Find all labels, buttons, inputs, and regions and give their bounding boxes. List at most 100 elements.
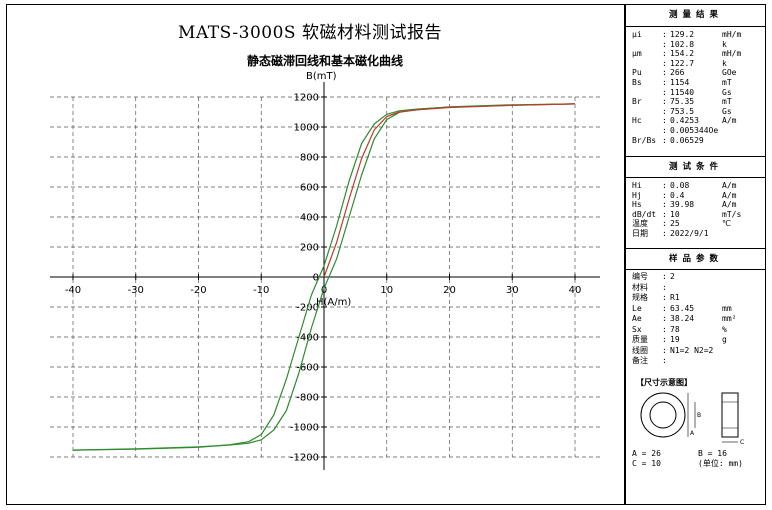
conditions-header: 测试条件 [668, 162, 723, 172]
result-label: Pu [632, 68, 642, 78]
sample-row: Ae:38.24 mm² [626, 314, 766, 325]
result-row: Pu:266 GOe [626, 68, 766, 78]
separator-colon: : [662, 77, 667, 87]
condition-row: Hs:39.98 A/m [626, 200, 766, 210]
result-value: 0.06529 [670, 135, 704, 145]
results-table: μi:129.2 mH/m:102.8 k μm:154.2 mH/m:122.7 k Pu… [626, 30, 766, 145]
result-label: Bs [632, 77, 642, 87]
condition-value: 25 [670, 219, 680, 229]
separator-colon: : [662, 303, 667, 313]
divider-line [626, 248, 766, 249]
result-value: 11540 [670, 87, 695, 97]
condition-row: dB/dt:10 mT/s [626, 210, 766, 220]
x-tick-label: 10 [380, 285, 393, 296]
separator-colon: : [662, 125, 667, 135]
report-frame [6, 4, 766, 505]
condition-row: 温度:25 ℃ [626, 219, 766, 229]
condition-label: 日期 [632, 228, 648, 238]
y-tick-label: -600 [296, 363, 319, 374]
result-row: Hc:0.4253 A/m [626, 116, 766, 126]
core-inner-circle [649, 401, 677, 429]
divider-line [626, 26, 766, 27]
separator-colon: : [662, 228, 667, 238]
x-axis-label: H(A/m) [316, 297, 351, 308]
result-value: 122.7 [670, 58, 695, 68]
sample-unit: mm [722, 303, 732, 313]
y-tick-label: 800 [300, 153, 319, 164]
result-label: Br/Bs [632, 135, 657, 145]
separator-colon: : [662, 324, 667, 334]
result-unit: k [722, 39, 727, 49]
panel-divider [624, 4, 626, 505]
condition-label: Hi [632, 181, 642, 190]
x-tick-label: 40 [569, 285, 582, 296]
condition-unit [722, 229, 762, 239]
result-row: :753.5 Gs [626, 107, 766, 117]
dimension-values: A = 26 B = 16 C = 10 (单位: mm) [628, 449, 764, 468]
condition-row: Hj:0.4 A/m [626, 191, 766, 201]
result-row: Br/Bs:0.06529 [626, 136, 766, 146]
sample-label: 编号 [632, 272, 648, 281]
sample-unit: mm² [722, 314, 737, 323]
sample-label: 材料 [632, 282, 648, 292]
x-tick-label: -20 [190, 285, 206, 296]
sample-label: Le [632, 303, 642, 313]
sample-unit: % [722, 324, 727, 334]
x-tick-label: -10 [253, 285, 269, 296]
condition-label: Hs [632, 200, 642, 210]
separator-colon: : [662, 181, 667, 190]
dimension-label-a: A [690, 430, 695, 437]
sample-value: 78 [670, 324, 680, 334]
y-tick-label: 1200 [294, 93, 319, 104]
dim-b-value: B = 16 [698, 449, 727, 458]
condition-unit: mT/s [722, 209, 742, 219]
sample-label: 备注 [632, 356, 648, 365]
result-value: 129.2 [670, 30, 695, 39]
result-row: :102.8 k [626, 40, 766, 50]
series-line-0 [72, 103, 576, 451]
sample-row: 质量:19 g [626, 335, 766, 346]
result-label [626, 88, 662, 98]
separator-colon: : [662, 135, 667, 145]
y-axis-label: B(mT) [306, 71, 337, 82]
result-unit: k [722, 58, 727, 68]
result-unit: A/m [722, 116, 737, 126]
condition-value: 0.4 [670, 190, 685, 200]
result-value: 753.5 [670, 106, 695, 116]
sample-row: Le:63.45 mm [626, 304, 766, 315]
chart-series [72, 103, 576, 451]
sample-value: 63.45 [670, 303, 695, 313]
result-row: :11540 Gs [626, 88, 766, 98]
separator-colon: : [662, 68, 667, 78]
result-value: 75.35 [670, 97, 695, 107]
sample-label: 质量 [632, 335, 648, 344]
sample-label: 线圈 [632, 345, 648, 355]
condition-value: 0.08 [670, 181, 690, 190]
y-tick-label: -1000 [290, 423, 319, 434]
sample-value: R1 [670, 293, 680, 302]
result-row: Bs:1154 mT [626, 78, 766, 88]
x-tick-label: 30 [506, 285, 519, 296]
hysteresis-chart: -40 -30 -20 -10 0 10 20 30 40 -1200 -1000 -800 -600 -… [50, 71, 600, 470]
separator-colon: : [662, 190, 667, 200]
dim-c-value: C = 10 [632, 458, 661, 468]
core-dimension-diagram: B A C [640, 392, 744, 446]
result-unit: mH/m [722, 49, 742, 59]
x-tick-label: 20 [443, 285, 456, 296]
sample-value: 2 [670, 272, 675, 281]
series-line-2 [323, 103, 576, 278]
condition-unit: A/m [722, 200, 737, 210]
conditions-table: Hi:0.08 A/m Hj:0.4 A/m Hs:39.98 A/m dB/dt:10 mT… [626, 181, 766, 239]
separator-colon: : [662, 58, 667, 68]
sample-value [670, 356, 722, 367]
sample-label: 规格 [632, 293, 648, 302]
result-label [626, 107, 662, 117]
y-tick-label: 400 [300, 213, 319, 224]
separator-colon: : [662, 293, 667, 302]
divider-line [626, 269, 766, 270]
separator-colon: : [662, 282, 667, 292]
result-row: :0.005344Oe [626, 126, 766, 136]
result-label: μi [632, 30, 642, 39]
result-label: Hc [632, 116, 642, 126]
dimension-label-b: B [697, 412, 701, 419]
